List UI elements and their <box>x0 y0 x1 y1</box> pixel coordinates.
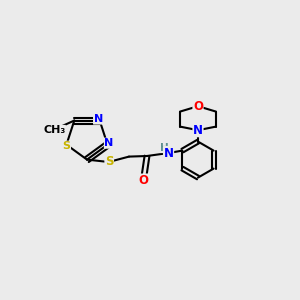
Text: O: O <box>138 174 148 187</box>
Text: N: N <box>164 146 174 160</box>
Text: N: N <box>94 114 103 124</box>
Text: H: H <box>160 142 169 153</box>
Text: S: S <box>105 155 113 169</box>
Text: CH₃: CH₃ <box>43 125 65 135</box>
Text: N: N <box>104 138 114 148</box>
Text: O: O <box>193 100 203 113</box>
Text: N: N <box>193 124 203 137</box>
Text: S: S <box>62 141 70 151</box>
